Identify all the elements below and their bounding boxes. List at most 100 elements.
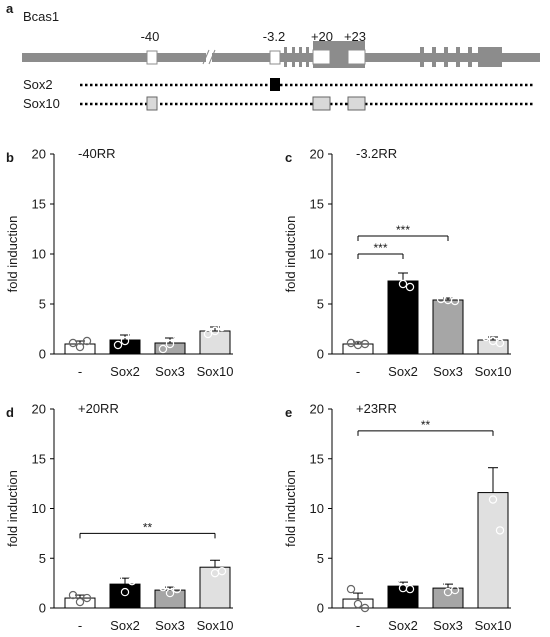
data-point [398, 279, 408, 289]
region-label: -40 [141, 29, 160, 44]
y-tick-label: 0 [39, 601, 46, 616]
data-point [346, 584, 356, 594]
data-point [203, 329, 213, 339]
exon [478, 47, 502, 67]
data-point [75, 597, 85, 607]
y-tick-label: 20 [310, 147, 324, 162]
sox10-binding-site [146, 96, 158, 111]
sox10-binding-site [312, 96, 331, 111]
gene-map-panel: a Bcas1 -40 -3.2 +20 +23 [6, 1, 540, 111]
data-point [391, 575, 401, 585]
data-point [217, 566, 227, 576]
y-tick-label: 10 [310, 247, 324, 262]
data-point [360, 339, 370, 349]
chart-title: -3.2RR [356, 146, 397, 161]
significance-label: *** [373, 241, 387, 255]
data-point [481, 442, 491, 452]
y-axis-label: fold induction [5, 470, 20, 547]
y-axis-label: fold induction [283, 216, 298, 293]
y-tick-label: 20 [32, 402, 46, 417]
x-tick-label: Sox10 [197, 364, 234, 379]
data-point [75, 342, 85, 352]
y-tick-label: 15 [32, 197, 46, 212]
data-point [82, 593, 92, 603]
x-tick-label: - [356, 364, 360, 379]
gene-name: Bcas1 [23, 9, 59, 24]
x-tick-label: Sox2 [110, 618, 140, 633]
data-point [488, 495, 498, 504]
data-point [450, 296, 460, 306]
data-point [120, 587, 130, 597]
exon [432, 47, 436, 67]
region-label: -3.2 [263, 29, 285, 44]
data-point [165, 339, 175, 349]
gene-backbone [22, 53, 540, 62]
data-point [68, 590, 78, 600]
x-tick-label: - [78, 618, 82, 633]
bar [154, 589, 186, 609]
x-tick-label: Sox3 [155, 618, 185, 633]
exon [420, 47, 424, 67]
data-point [113, 574, 123, 584]
x-tick-label: Sox3 [155, 364, 185, 379]
region-label: +23 [344, 29, 366, 44]
chart-title: -40RR [78, 146, 116, 161]
data-point [120, 336, 130, 346]
x-tick-label: Sox3 [433, 364, 463, 379]
bar [432, 299, 464, 355]
y-tick-label: 15 [32, 451, 46, 466]
data-point [391, 261, 401, 271]
data-point [158, 344, 168, 354]
track-label-sox10: Sox10 [23, 96, 60, 111]
y-tick-label: 5 [317, 551, 324, 566]
significance-label: ** [143, 520, 153, 534]
x-tick-label: Sox10 [475, 618, 512, 633]
data-point [113, 340, 123, 350]
region-label: +20 [311, 29, 333, 44]
x-tick-label: Sox10 [197, 618, 234, 633]
panel-label: d [6, 405, 14, 420]
exon [306, 47, 309, 67]
data-point [353, 599, 363, 609]
data-point [405, 282, 415, 292]
y-tick-label: 10 [32, 501, 46, 516]
data-point [158, 582, 168, 592]
y-tick-label: 20 [32, 147, 46, 162]
data-point [172, 584, 182, 594]
data-point [450, 585, 460, 595]
exon [292, 47, 295, 67]
x-tick-label: Sox2 [388, 618, 418, 633]
y-tick-label: 0 [317, 347, 324, 362]
chart-panel-d: d +20RR fold induction 0 5 10 15 20 - Sox2 Sox3 Sox… [5, 401, 233, 633]
data-point [360, 603, 370, 613]
y-axis-label: fold induction [5, 216, 20, 293]
axis-break-mark [208, 49, 216, 65]
y-tick-label: 20 [310, 402, 324, 417]
y-tick-label: 0 [317, 601, 324, 616]
y-axis-label: fold induction [283, 470, 298, 547]
panel-label-a: a [6, 1, 14, 16]
data-point [217, 322, 227, 332]
y-tick-label: 10 [32, 247, 46, 262]
sox10-binding-site [347, 96, 366, 111]
exon [284, 47, 287, 67]
region-box-plus23 [347, 49, 366, 65]
y-tick-label: 5 [39, 551, 46, 566]
y-tick-label: 15 [310, 451, 324, 466]
region-box-plus20 [312, 49, 331, 65]
track-label-sox2: Sox2 [23, 77, 53, 92]
chart-panel-c: c -3.2RR fold induction 0 5 10 15 20 - Sox2 Sox3 So… [283, 146, 511, 379]
panel-label: c [285, 150, 292, 165]
y-tick-label: 10 [310, 501, 324, 516]
data-point [127, 329, 137, 339]
x-tick-label: - [78, 364, 82, 379]
significance-label: *** [396, 223, 410, 237]
x-tick-label: Sox2 [110, 364, 140, 379]
data-point [436, 578, 446, 588]
chart-title: +23RR [356, 401, 397, 416]
x-tick-label: Sox3 [433, 618, 463, 633]
data-point [203, 552, 213, 561]
y-tick-label: 5 [317, 297, 324, 312]
bar [64, 343, 96, 355]
data-point [82, 336, 92, 346]
